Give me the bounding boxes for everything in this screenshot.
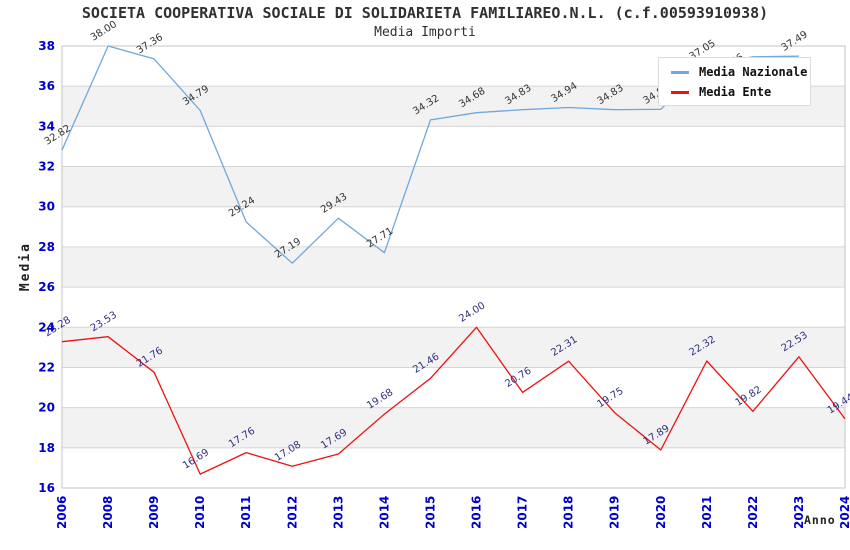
- y-tick-label: 32: [38, 160, 55, 174]
- x-tick-label: 2023: [792, 496, 806, 529]
- y-axis-title: Media: [18, 242, 33, 292]
- y-tick-label: 26: [38, 280, 55, 294]
- y-axis-tick-labels: 16 18 20 22 24 26 28 30 32 34 36 38: [38, 39, 55, 495]
- legend-item-media-nazionale: Media Nazionale: [671, 62, 810, 82]
- x-tick-label: 2011: [239, 496, 253, 529]
- x-tick-label: 2021: [700, 496, 714, 529]
- x-tick-label: 2024: [838, 496, 850, 529]
- x-tick-label: 2008: [101, 496, 115, 529]
- x-tick-label: 2009: [147, 496, 161, 529]
- plot-border: [61, 45, 846, 489]
- y-tick-label: 16: [38, 481, 55, 495]
- x-tick-label: 2015: [424, 496, 438, 529]
- legend: Media Nazionale Media Ente: [658, 57, 811, 106]
- plot-bands: [62, 46, 845, 488]
- y-tick-label: 24: [38, 320, 55, 334]
- ente-line-swatch-icon: [671, 90, 689, 94]
- x-tick-label: 2019: [608, 496, 622, 529]
- legend-label-nazionale: Media Nazionale: [699, 65, 808, 79]
- x-tick-label: 2014: [377, 496, 391, 529]
- x-axis-title: Anno: [804, 513, 836, 527]
- y-tick-label: 30: [38, 200, 55, 214]
- x-axis-tick-labels: 2006 2008 2009 2010 2011 2012 2013 2014 2015 2016…: [55, 496, 850, 529]
- x-tick-label: 2010: [193, 496, 207, 529]
- y-tick-label: 36: [38, 79, 55, 93]
- chart-subtitle: Media Importi: [374, 25, 476, 40]
- x-tick-label: 2016: [470, 496, 484, 529]
- nazionale-line-swatch-icon: [671, 70, 689, 74]
- x-tick-label: 2012: [285, 496, 299, 529]
- y-tick-label: 34: [38, 119, 55, 133]
- y-tick-label: 20: [38, 401, 55, 415]
- y-tick-label: 22: [38, 360, 55, 374]
- x-tick-label: 2013: [331, 496, 345, 529]
- x-tick-label: 2017: [516, 496, 530, 529]
- series-line-media-ente: [61, 326, 846, 475]
- chart-title: SOCIETA COOPERATIVA SOCIALE DI SOLIDARIE…: [81, 4, 769, 22]
- legend-item-media-ente: Media Ente: [671, 82, 810, 102]
- y-tick-label: 38: [38, 39, 55, 53]
- y-tick-label: 18: [38, 441, 55, 455]
- y-tick-label: 28: [38, 240, 55, 254]
- legend-label-ente: Media Ente: [699, 85, 772, 99]
- x-tick-label: 2006: [55, 496, 69, 529]
- x-tick-label: 2018: [562, 496, 576, 529]
- point-label: 38.00: [89, 19, 119, 44]
- x-tick-label: 2020: [654, 496, 668, 529]
- x-tick-label: 2022: [746, 496, 760, 529]
